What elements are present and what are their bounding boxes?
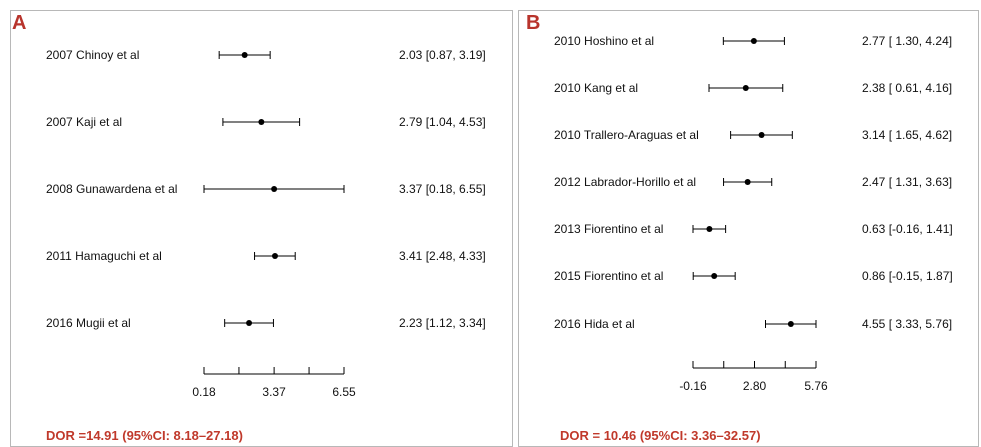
study-label: 2010 Kang et al — [554, 81, 638, 95]
panel-a-letter: A — [12, 12, 27, 34]
study-label: 2007 Chinoy et al — [46, 48, 139, 62]
study-label: 2012 Labrador-Horillo et al — [554, 175, 696, 189]
study-label: 2015 Fiorentino et al — [554, 269, 663, 283]
x-tick-label: 6.55 — [332, 385, 356, 399]
estimate-text: 2.77 [ 1.30, 4.24] — [862, 34, 952, 48]
study-label: 2016 Mugii et al — [46, 316, 131, 330]
study-label: 2013 Fiorentino et al — [554, 222, 663, 236]
estimate-text: 2.47 [ 1.31, 3.63] — [862, 175, 952, 189]
point-estimate — [750, 38, 757, 44]
forest-plot-panel-a: A 2007 Chinoy et al 2.03 [0.87, 3.19] 2007… — [2, 0, 513, 447]
point-estimate — [711, 273, 718, 279]
estimate-text: 0.86 [-0.15, 1.87] — [862, 269, 953, 283]
forest-plot-a: 2007 Chinoy et al 2.03 [0.87, 3.19] 2007 K… — [46, 48, 486, 399]
panel-a-pooled-dor: DOR =14.91 (95%CI: 8.18–27.18) — [46, 428, 243, 443]
forest-plot-b: 2010 Hoshino et al 2.77 [ 1.30, 4.24] 2010… — [554, 34, 953, 393]
estimate-text: 3.37 [0.18, 6.55] — [399, 182, 486, 196]
point-estimate — [271, 253, 278, 259]
study-label: 2010 Trallero-Araguas et al — [554, 128, 699, 142]
point-estimate — [241, 52, 248, 58]
study-label: 2007 Kaji et al — [46, 115, 122, 129]
x-tick-label: 5.76 — [804, 379, 828, 393]
estimate-text: 0.63 [-0.16, 1.41] — [862, 222, 953, 236]
estimate-text: 4.55 [ 3.33, 5.76] — [862, 317, 952, 331]
estimate-text: 3.41 [2.48, 4.33] — [399, 249, 486, 263]
estimate-text: 2.79 [1.04, 4.53] — [399, 115, 486, 129]
x-tick-label: -0.16 — [679, 379, 707, 393]
x-tick-label: 3.37 — [262, 385, 286, 399]
point-estimate — [706, 226, 713, 232]
panel-b-pooled-dor: DOR = 10.46 (95%CI: 3.36–32.57) — [560, 428, 761, 443]
point-estimate — [258, 119, 265, 125]
x-tick-label: 0.18 — [192, 385, 216, 399]
point-estimate — [787, 321, 794, 327]
forest-plot-panel-b: B 2010 Hoshino et al 2.77 [ 1.30, 4.24] 20… — [518, 0, 979, 447]
estimate-text: 2.23 [1.12, 3.34] — [399, 316, 486, 330]
estimate-text: 2.03 [0.87, 3.19] — [399, 48, 486, 62]
point-estimate — [758, 132, 765, 138]
point-estimate — [246, 320, 253, 326]
study-label: 2011 Hamaguchi et al — [46, 249, 162, 263]
study-label: 2008 Gunawardena et al — [46, 182, 177, 196]
point-estimate — [742, 85, 749, 91]
point-estimate — [744, 179, 751, 185]
panel-separator — [513, 0, 518, 447]
panel-b-letter: B — [526, 12, 541, 34]
x-tick-label: 2.80 — [743, 379, 767, 393]
estimate-text: 3.14 [ 1.65, 4.62] — [862, 128, 952, 142]
study-label: 2010 Hoshino et al — [554, 34, 654, 48]
estimate-text: 2.38 [ 0.61, 4.16] — [862, 81, 952, 95]
point-estimate — [271, 186, 278, 192]
study-label: 2016 Hida et al — [554, 317, 635, 331]
